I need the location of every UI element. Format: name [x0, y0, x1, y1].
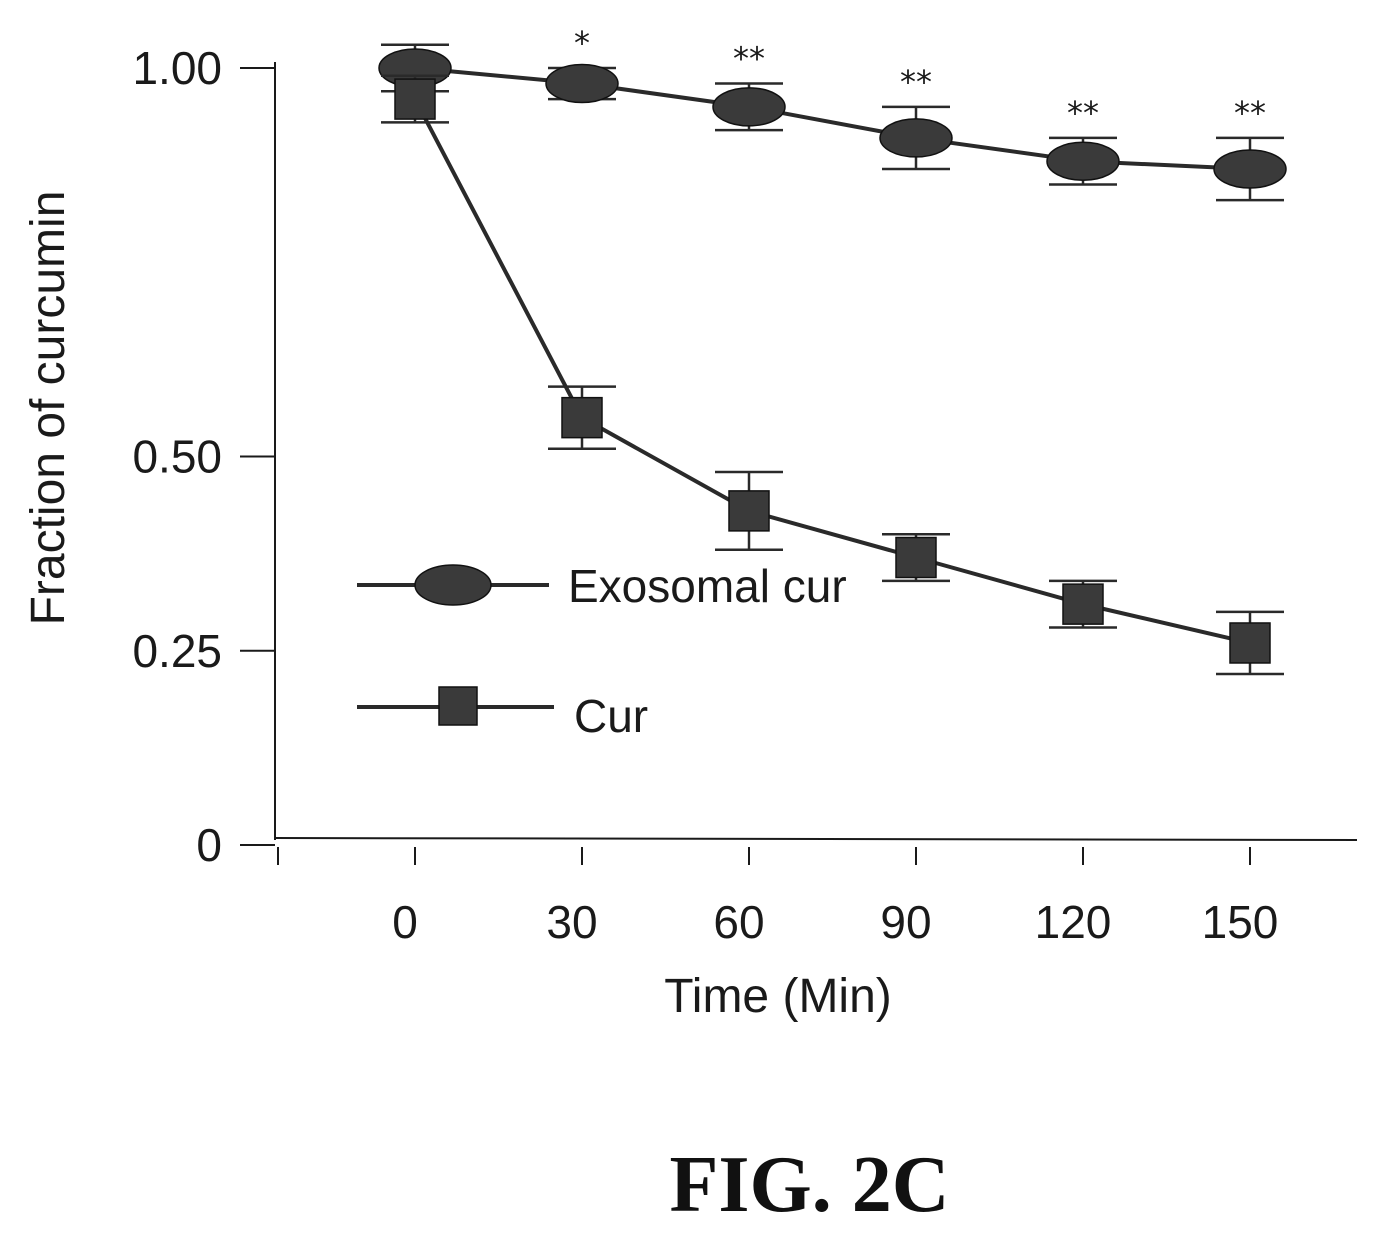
- significance-label: **: [1067, 94, 1099, 132]
- x-tick-label: 150: [1202, 896, 1279, 948]
- figure-label: FIG. 2C: [669, 1141, 950, 1229]
- data-point: [1229, 622, 1271, 664]
- data-point: [545, 63, 619, 104]
- legend-marker-exosomal: [414, 564, 492, 606]
- x-axis-title: Time (Min): [664, 970, 892, 1023]
- series-0: * ****** **: [378, 24, 1287, 202]
- significance-label: *: [574, 24, 590, 62]
- data-point: [394, 78, 436, 120]
- data-point: [1213, 149, 1287, 189]
- x-tick-label: 60: [713, 896, 764, 948]
- series-line: [413, 98, 1251, 645]
- y-axis-title: Fraction of curcumin: [22, 191, 75, 626]
- legend-item-cur: Cur: [357, 686, 648, 742]
- data-point: [879, 118, 953, 158]
- legend-label-cur: Cur: [574, 690, 648, 742]
- series-layer: * ****** **: [378, 24, 1287, 676]
- y-tick-label: 0.50: [132, 431, 222, 483]
- y-tick-label: 0.25: [132, 625, 222, 677]
- data-point: [895, 536, 937, 579]
- x-tick-label: 120: [1035, 896, 1112, 948]
- data-point: [1062, 583, 1104, 625]
- data-point: [561, 396, 603, 439]
- legend: Exosomal cur Cur: [357, 560, 847, 742]
- significance-label: **: [733, 40, 765, 78]
- legend-item-exosomal: Exosomal cur: [357, 560, 847, 612]
- x-tick-label: 30: [546, 896, 597, 948]
- series-1: [381, 74, 1284, 676]
- x-tick-label: 90: [880, 896, 931, 948]
- legend-marker-cur: [438, 686, 478, 726]
- data-point: [712, 87, 786, 127]
- chart-axes: [274, 62, 1358, 841]
- y-tick-label: 0: [196, 819, 222, 871]
- series-line: [414, 66, 1251, 172]
- legend-label-exosomal: Exosomal cur: [568, 560, 847, 612]
- x-axis-ticks: 0 30 60 90 120 150: [277, 847, 1279, 948]
- data-point: [728, 490, 770, 532]
- significance-label: **: [1234, 94, 1266, 132]
- x-tick-label: 0: [392, 896, 418, 948]
- significance-label: **: [900, 63, 932, 101]
- y-axis-ticks: 0 0.25 0.50 1.00: [132, 42, 275, 871]
- data-point: [1046, 141, 1120, 181]
- x-axis-line: [274, 837, 1358, 841]
- y-tick-label: 1.00: [132, 42, 222, 94]
